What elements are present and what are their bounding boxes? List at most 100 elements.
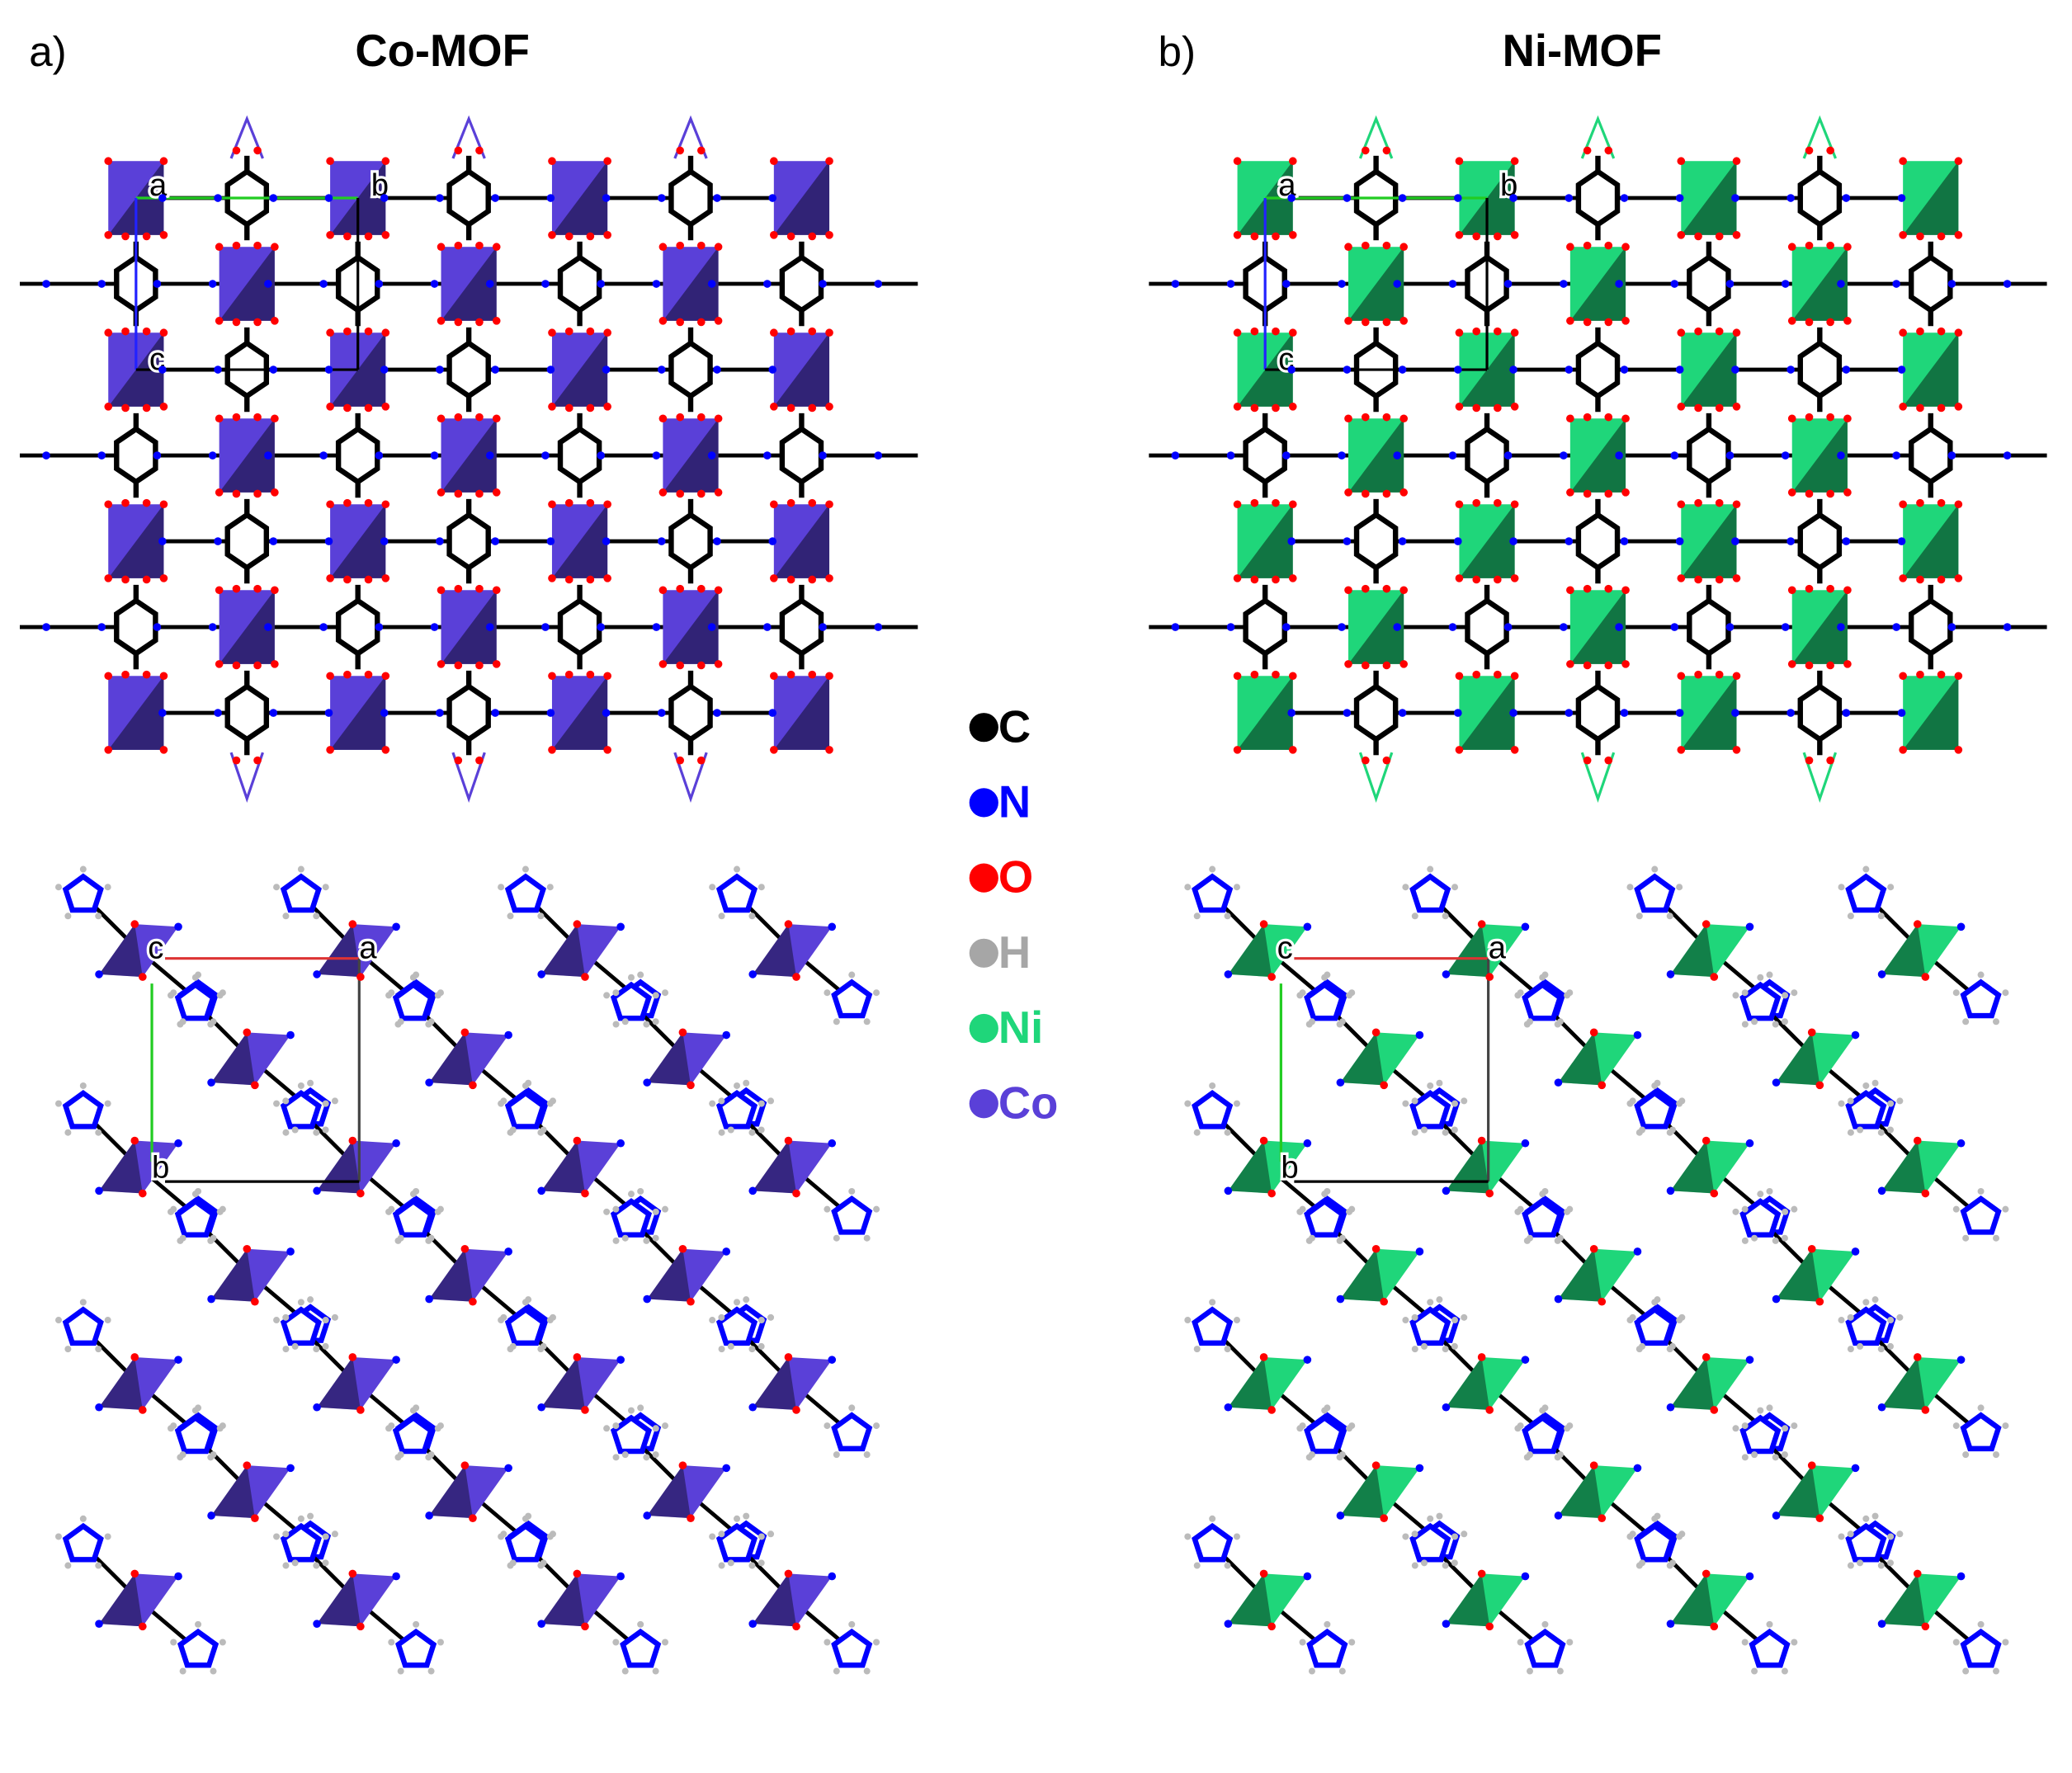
atom [232, 241, 241, 250]
atom [1288, 746, 1297, 754]
atom [179, 1667, 186, 1675]
atom [1843, 586, 1852, 595]
atom [215, 488, 224, 497]
atom [1787, 414, 1796, 423]
atom [1615, 451, 1623, 460]
atom [97, 280, 106, 288]
atom [1757, 974, 1764, 981]
atom [216, 1208, 224, 1215]
polyhedron [1237, 504, 1293, 578]
polyhedron-shade [753, 924, 797, 978]
atom [364, 403, 373, 413]
atom [1382, 584, 1391, 593]
atom [662, 1422, 669, 1430]
atom [207, 1078, 215, 1087]
polyhedron-shade [551, 504, 608, 578]
atom [331, 1530, 338, 1538]
atom [1346, 1208, 1353, 1215]
atom [313, 912, 320, 920]
atom [425, 1454, 432, 1461]
atom [1454, 709, 1462, 717]
atom [104, 884, 111, 891]
atom [1344, 414, 1352, 423]
atom [1324, 1620, 1331, 1628]
atom [1877, 1403, 1886, 1412]
atom [215, 586, 224, 595]
atom [307, 1296, 314, 1304]
atom [1296, 1208, 1304, 1215]
atom [1451, 884, 1459, 891]
atom [863, 1234, 871, 1242]
atom [121, 403, 130, 413]
atom [612, 1639, 620, 1646]
polyhedron-shade [1228, 924, 1272, 978]
atom [215, 317, 224, 325]
atom [1485, 1622, 1494, 1631]
polyhedron [1340, 1248, 1420, 1302]
atom [1877, 970, 1886, 978]
atom [322, 1100, 329, 1107]
atom [1847, 1097, 1854, 1105]
atom [269, 709, 278, 717]
ring [174, 1414, 216, 1455]
ring [557, 426, 602, 485]
atom [491, 194, 499, 202]
atom [253, 318, 262, 327]
polyhedron-shade [429, 1032, 473, 1086]
atom [1977, 1404, 1985, 1412]
atom [475, 756, 484, 765]
atom [1233, 746, 1242, 754]
atom [253, 241, 262, 250]
atom [1732, 500, 1741, 509]
atom [1956, 1356, 1966, 1364]
atom [1361, 146, 1370, 155]
atom [1503, 451, 1513, 460]
polyhedron-shade [1681, 676, 1737, 750]
atom [662, 1205, 669, 1213]
loop [1802, 752, 1838, 804]
panel-label: b) [1159, 28, 1196, 75]
atom [1477, 920, 1486, 928]
atom [271, 243, 279, 252]
atom [1521, 1572, 1530, 1581]
atom [1539, 1191, 1546, 1198]
atom [1411, 1097, 1418, 1105]
atom [1472, 670, 1481, 679]
polyhedron-shade [99, 924, 143, 978]
atom [597, 623, 605, 631]
atom [808, 403, 817, 413]
atom [687, 1297, 695, 1306]
ring [504, 1089, 547, 1129]
atom [1477, 1353, 1486, 1361]
atom [174, 1356, 182, 1364]
atom [454, 241, 463, 250]
atom [718, 1562, 725, 1569]
atom [130, 1353, 139, 1361]
atom [1677, 231, 1686, 239]
atom [1842, 537, 1851, 545]
atom [1745, 1572, 1754, 1581]
polyhedron-shade [541, 1573, 585, 1627]
atom [652, 1208, 659, 1215]
atom [1732, 1425, 1739, 1432]
polyhedron [1903, 332, 1959, 407]
atom [602, 365, 611, 374]
atom [381, 328, 390, 337]
polyhedron-shade [1228, 1140, 1272, 1194]
atom [1954, 672, 1963, 681]
atom [1947, 451, 1956, 460]
polyhedron-shade [753, 1356, 797, 1410]
atom [833, 1667, 840, 1675]
atom [1494, 670, 1502, 679]
polyhedron-shade [1558, 1248, 1602, 1302]
atom [158, 537, 167, 545]
atom [437, 414, 446, 423]
atom [1675, 194, 1684, 202]
atom [1303, 922, 1312, 931]
atom [504, 1464, 512, 1473]
panel-label: a) [29, 28, 67, 75]
atom [643, 1294, 651, 1304]
atom [714, 586, 723, 595]
atom [454, 146, 463, 155]
atom [1805, 318, 1814, 327]
